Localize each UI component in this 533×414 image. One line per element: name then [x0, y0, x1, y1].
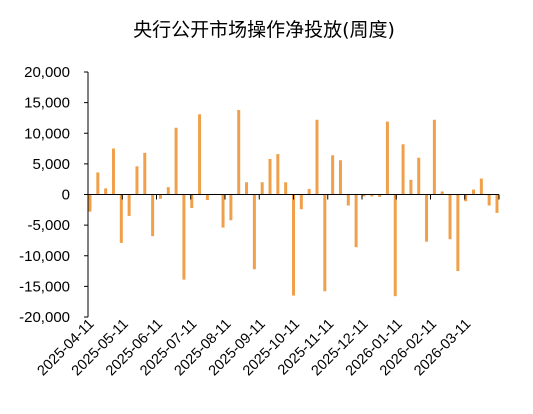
bar [456, 194, 460, 272]
chart-title: 央行公开市场操作净投放(周度) [133, 19, 395, 41]
y-tick-label: -15,000 [19, 278, 70, 295]
bar [260, 182, 264, 195]
y-tick-label: -5,000 [27, 217, 70, 234]
y-tick-label: 0 [62, 187, 70, 204]
bar [370, 194, 374, 197]
bar [135, 166, 139, 195]
bar [464, 194, 468, 202]
bar [190, 194, 194, 208]
bar [88, 194, 92, 212]
y-tick-label: 5,000 [32, 156, 70, 173]
bar [166, 187, 170, 195]
bar [315, 119, 319, 195]
bar [346, 194, 350, 206]
bar [96, 172, 100, 195]
bar [331, 155, 335, 195]
x-axis: 2025-04-112025-05-112025-06-112025-07-11… [35, 194, 500, 379]
bar [276, 154, 280, 195]
bar [151, 194, 155, 237]
bar [252, 194, 256, 270]
bar [237, 109, 241, 195]
bar [338, 160, 342, 195]
bar [495, 194, 499, 213]
bar [409, 179, 413, 195]
y-tick-label: -20,000 [19, 309, 70, 326]
bar [417, 157, 421, 195]
bar [158, 194, 162, 199]
bar [292, 194, 295, 296]
bar [221, 194, 225, 228]
bar [205, 194, 209, 201]
bar [393, 194, 397, 297]
bar [127, 194, 131, 216]
bar [143, 152, 147, 195]
y-tick-label: 10,000 [24, 125, 70, 142]
bar [440, 191, 444, 195]
bar [268, 158, 272, 195]
bar [323, 194, 327, 292]
bar [119, 194, 123, 243]
bar [354, 194, 358, 248]
bar [378, 194, 382, 197]
y-tick-label: 20,000 [24, 64, 70, 81]
bar [401, 144, 405, 195]
bar [182, 194, 186, 280]
bar [284, 182, 288, 195]
bar [472, 189, 476, 195]
bar [362, 194, 366, 197]
y-axis: 20,000 15,000 10,000 5,000 0 -5,000 -10,000 -15… [19, 64, 88, 326]
bar [425, 194, 429, 242]
bar [385, 121, 389, 195]
bar [174, 127, 178, 195]
bar [299, 194, 303, 210]
bars [88, 109, 499, 297]
bar [245, 182, 249, 195]
bar [229, 194, 233, 221]
bar [479, 178, 483, 195]
bar [448, 194, 452, 240]
bar [307, 188, 311, 195]
bar [198, 114, 202, 195]
y-tick-label: -10,000 [19, 248, 70, 265]
y-tick-label: 15,000 [24, 95, 70, 112]
bar [111, 148, 115, 195]
bar [104, 188, 108, 195]
bar [487, 194, 491, 206]
bar [432, 119, 436, 195]
